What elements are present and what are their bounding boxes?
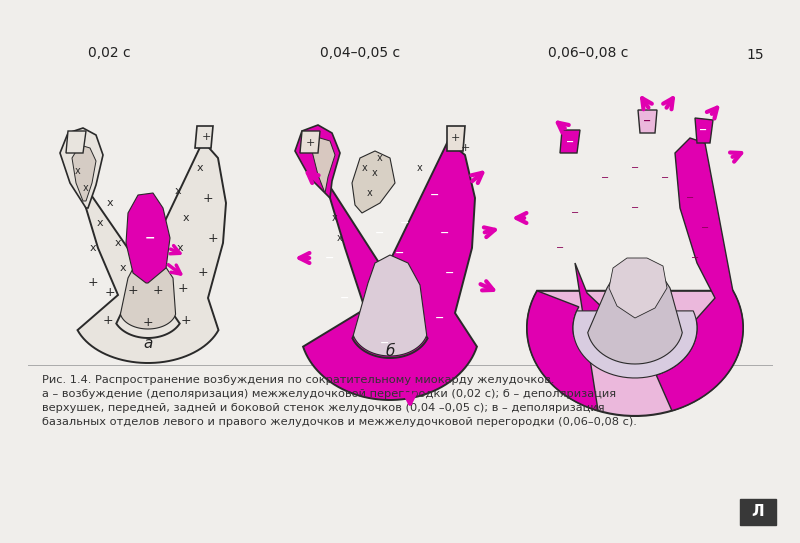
Polygon shape <box>312 138 335 193</box>
Polygon shape <box>638 110 657 133</box>
Text: +: + <box>178 281 188 294</box>
Polygon shape <box>527 291 743 416</box>
Text: +: + <box>450 133 460 143</box>
Polygon shape <box>560 130 580 153</box>
Text: в: в <box>630 344 639 358</box>
Text: −: − <box>643 116 651 126</box>
Text: Рис. 1.4. Распространение возбуждения по сократительному миокарду желудочков.: Рис. 1.4. Распространение возбуждения по… <box>42 375 554 385</box>
Text: x: x <box>120 263 126 273</box>
Text: x: x <box>337 233 343 243</box>
Text: x: x <box>332 213 338 223</box>
Polygon shape <box>300 131 320 153</box>
Text: x: x <box>197 163 203 173</box>
Text: базальных отделов левого и правого желудочков и межжелудочковой перегородки (0,0: базальных отделов левого и правого желуд… <box>42 417 637 427</box>
Polygon shape <box>447 126 465 151</box>
Text: +: + <box>105 287 115 300</box>
Text: −: − <box>701 223 709 233</box>
Text: x: x <box>377 153 383 163</box>
Text: −: − <box>566 137 574 147</box>
Text: +: + <box>181 314 191 327</box>
Text: x: x <box>372 168 378 178</box>
Text: 0,02 с: 0,02 с <box>88 46 130 60</box>
Text: x: x <box>367 188 373 198</box>
Text: +: + <box>198 267 208 280</box>
Text: x: x <box>83 183 89 193</box>
Text: x: x <box>106 198 114 208</box>
Text: Л: Л <box>752 504 764 520</box>
Text: x: x <box>114 238 122 248</box>
Text: −: − <box>691 253 699 263</box>
Text: x: x <box>97 218 103 228</box>
Text: −: − <box>601 173 609 183</box>
Text: +: + <box>460 143 470 153</box>
Text: −: − <box>661 173 669 183</box>
Polygon shape <box>588 260 682 364</box>
Text: +: + <box>102 314 114 327</box>
Text: −: − <box>631 163 639 173</box>
Polygon shape <box>527 263 605 411</box>
Text: −: − <box>556 243 564 253</box>
Polygon shape <box>121 255 175 329</box>
Text: +: + <box>306 138 314 148</box>
Text: x: x <box>417 163 423 173</box>
Text: −: − <box>571 208 579 218</box>
Text: +: + <box>128 285 138 298</box>
Polygon shape <box>126 193 170 283</box>
Text: −: − <box>340 293 350 303</box>
Text: +: + <box>208 231 218 244</box>
Text: −: − <box>686 193 694 203</box>
Text: +: + <box>202 192 214 205</box>
Text: −: − <box>326 253 334 263</box>
FancyBboxPatch shape <box>740 499 776 525</box>
Polygon shape <box>72 145 96 201</box>
Text: б: б <box>386 344 394 358</box>
Text: x: x <box>90 243 96 253</box>
Polygon shape <box>66 131 86 153</box>
Text: x: x <box>362 163 368 173</box>
Polygon shape <box>352 151 395 213</box>
Text: −: − <box>400 218 410 228</box>
Text: +: + <box>153 285 163 298</box>
Polygon shape <box>609 258 667 318</box>
Text: −: − <box>699 125 707 135</box>
Polygon shape <box>195 126 213 148</box>
Polygon shape <box>354 255 426 356</box>
Polygon shape <box>573 311 697 378</box>
Polygon shape <box>295 125 340 198</box>
Text: а: а <box>143 336 153 350</box>
Polygon shape <box>695 118 713 143</box>
Text: −: − <box>435 313 445 323</box>
Text: −: − <box>395 248 405 258</box>
Text: x: x <box>182 213 190 223</box>
Text: +: + <box>202 132 210 142</box>
Polygon shape <box>303 141 477 400</box>
Text: −: − <box>440 228 450 238</box>
Text: −: − <box>430 190 440 200</box>
Text: +: + <box>88 276 98 289</box>
Text: 0,06–0,08 с: 0,06–0,08 с <box>548 46 628 60</box>
Polygon shape <box>656 138 743 411</box>
Text: 15: 15 <box>746 48 764 62</box>
Text: x: x <box>174 186 182 196</box>
Text: −: − <box>380 338 390 348</box>
Text: x: x <box>177 243 183 253</box>
Polygon shape <box>60 128 103 208</box>
Text: −: − <box>631 203 639 213</box>
Polygon shape <box>76 141 226 363</box>
Text: +: + <box>142 317 154 330</box>
Text: 0,04–0,05 с: 0,04–0,05 с <box>320 46 400 60</box>
Text: верхушек, передней, задней и боковой стенок желудочков (0,04 –0,05 с); в – депол: верхушек, передней, задней и боковой сте… <box>42 403 605 413</box>
Text: −: − <box>145 231 155 244</box>
Text: −: − <box>446 268 454 278</box>
Text: −: − <box>375 228 385 238</box>
Text: x: x <box>75 166 81 176</box>
Text: а – возбуждение (деполяризация) межжелудочковой перегородки (0,02 с); б – деполя: а – возбуждение (деполяризация) межжелуд… <box>42 389 616 399</box>
